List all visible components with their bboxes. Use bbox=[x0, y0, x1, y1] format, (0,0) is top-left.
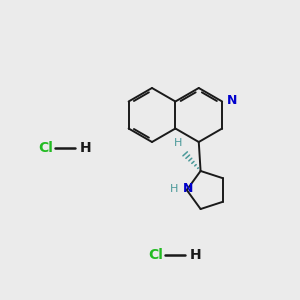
Text: Cl: Cl bbox=[38, 141, 53, 155]
Text: H: H bbox=[190, 248, 202, 262]
Text: H: H bbox=[173, 138, 182, 148]
Text: H: H bbox=[80, 141, 92, 155]
Text: N: N bbox=[227, 94, 238, 107]
Text: H: H bbox=[169, 184, 178, 194]
Text: N: N bbox=[183, 182, 193, 196]
Text: Cl: Cl bbox=[148, 248, 163, 262]
